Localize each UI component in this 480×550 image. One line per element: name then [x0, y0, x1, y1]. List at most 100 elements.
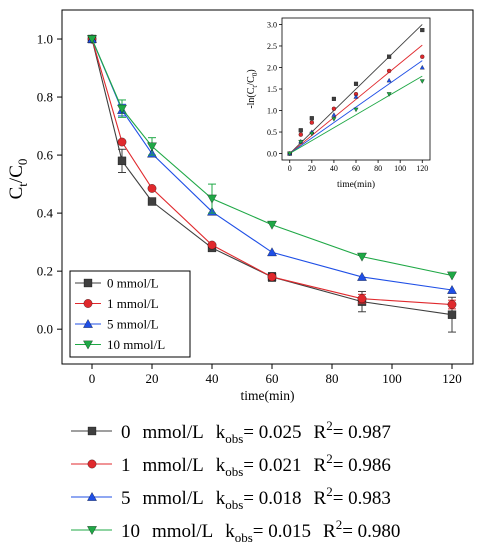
fit-legend-k: k: [216, 455, 226, 476]
inset-y-axis-label-main: -ln(C: [246, 87, 257, 108]
data-point: [447, 285, 457, 294]
data-point: [147, 184, 157, 193]
fit-legend-text: 1 mmol/L kobs= 0.021 R2= 0.986: [121, 451, 391, 479]
fit-legend-text: 10 mmol/L kobs= 0.015 R2= 0.980: [121, 517, 400, 545]
legend-label: 10 mmol/L: [107, 337, 165, 352]
fit-legend-r2-value: = 0.986: [333, 455, 391, 476]
x-tick-label: 0: [89, 371, 96, 386]
fit-legend-k-sub: obs: [235, 530, 253, 545]
fit-legend-r2: R: [323, 521, 336, 542]
x-tick-label: 100: [382, 371, 402, 386]
inset-data-point: [331, 117, 337, 122]
inset-data-point: [353, 107, 359, 113]
data-point: [117, 104, 127, 114]
data-point: [357, 272, 367, 281]
main-plot-frame: [61, 9, 474, 365]
fit-legend-k-value: = 0.021: [243, 455, 301, 476]
inset-data-point: [386, 92, 392, 97]
fit-legend-k-value: = 0.018: [243, 488, 301, 509]
fit-legend-r2: R: [314, 488, 327, 509]
inset-x-axis-label: time(min): [337, 179, 375, 190]
inset-y-tick-label: 3.0: [267, 20, 277, 29]
inset-data-point: [353, 94, 359, 99]
fit-legend-k-value: = 0.015: [253, 521, 311, 542]
y-axis-label-sub-t: t: [15, 183, 30, 187]
inset-chart: 0 20 40 60 80 100 120 0.0 0.5 1.0 1.5 2.0 2.5 3.0 time…: [246, 17, 431, 190]
fit-legend-conc: 0: [121, 422, 131, 443]
data-point: [147, 142, 157, 152]
fit-legend-unit: mmol/L: [143, 422, 204, 443]
fit-legend-marker: [87, 492, 97, 501]
fit-legend-marker: [87, 426, 97, 436]
legend-label: 0 mmol/L: [107, 276, 159, 291]
y-axis-label-slash: /C: [6, 165, 27, 183]
fit-legend-marker: [87, 459, 97, 469]
fit-legend-k-sub: obs: [225, 464, 243, 479]
fit-legend-r2-sup: 2: [326, 451, 333, 466]
legend-marker: [83, 278, 93, 288]
data-point: [447, 310, 457, 319]
inset-data-point: [309, 131, 315, 137]
inset-data-point: [419, 64, 425, 70]
legend-label: 5 mmol/L: [107, 317, 159, 332]
data-point: [447, 300, 457, 309]
data-point: [117, 156, 127, 166]
series-2: [87, 34, 457, 310]
fit-legend-text: 5 mmol/L kobs= 0.018 R2= 0.983: [121, 484, 391, 512]
fit-legend-unit: mmol/L: [143, 488, 204, 509]
inset-data-point: [287, 151, 293, 157]
fit-legend-r2-sup: 2: [326, 484, 333, 499]
fit-legend-row: 10 mmol/L kobs= 0.015 R2= 0.980: [71, 517, 400, 545]
fit-legend-text: 0 mmol/L kobs= 0.025 R2= 0.987: [121, 418, 391, 446]
y-tick-label: 0.4: [37, 206, 54, 221]
fit-line: [289, 75, 423, 154]
x-tick-label: 60: [266, 371, 279, 386]
fit-legend-unit: mmol/L: [143, 455, 204, 476]
inset-y-tick-label: 0.0: [267, 150, 277, 159]
inset-x-tick-label: 60: [352, 164, 360, 173]
inset-y-tick-label: 0.5: [267, 128, 277, 137]
fit-legend-r2-sup: 2: [336, 517, 343, 532]
inset-y-axis-label-slash: /C: [246, 76, 257, 86]
inset-data-point: [331, 96, 336, 101]
data-point: [87, 35, 97, 44]
inset-data-point: [309, 120, 314, 125]
inset-data-point: [387, 54, 392, 59]
fit-line: [289, 60, 423, 154]
y-tick-label: 0.0: [37, 322, 53, 337]
data-point: [447, 271, 457, 281]
inset-y-axis-label-sub-t: t: [251, 86, 259, 88]
inset-x-tick-label: 100: [394, 164, 406, 173]
fit-legend-k-sub: obs: [225, 497, 243, 512]
fit-legend-k-sub: obs: [225, 431, 243, 446]
legend-marker: [83, 299, 93, 308]
main-chart: 0 20 40 60 80 100 120 0.0 0.2 0.4 0.6 0.8 1.0 time(mi…: [6, 9, 474, 403]
fit-legend-r2-value: = 0.983: [333, 488, 391, 509]
fit-legend-conc: 10: [121, 521, 140, 542]
inset-data-point: [353, 81, 359, 86]
y-tick-label: 0.2: [37, 264, 53, 279]
x-tick-label: 40: [206, 371, 219, 386]
y-axis-label-c: C: [6, 187, 27, 200]
inset-data-point: [309, 116, 314, 121]
fit-legend-k: k: [225, 521, 235, 542]
legend-marker: [83, 319, 93, 328]
fit-legend-conc: 5: [121, 488, 131, 509]
fit-legend-k: k: [216, 422, 226, 443]
inset-data-point: [420, 54, 425, 59]
fit-legend-r2: R: [314, 455, 327, 476]
y-axis-label-sub-0: 0: [15, 159, 30, 166]
inset-y-tick-label: 2.5: [267, 42, 277, 51]
x-tick-label: 120: [442, 371, 462, 386]
fit-legend-r2-sup: 2: [326, 418, 333, 433]
data-point: [357, 252, 367, 262]
series-4: [87, 35, 457, 281]
x-tick-label: 20: [146, 371, 159, 386]
legend-label: 1 mmol/L: [107, 296, 159, 311]
y-tick-label: 0.6: [37, 148, 54, 163]
data-point: [207, 194, 217, 204]
fit-legend-row: 5 mmol/L kobs= 0.018 R2= 0.983: [71, 484, 391, 512]
data-point: [267, 220, 277, 230]
